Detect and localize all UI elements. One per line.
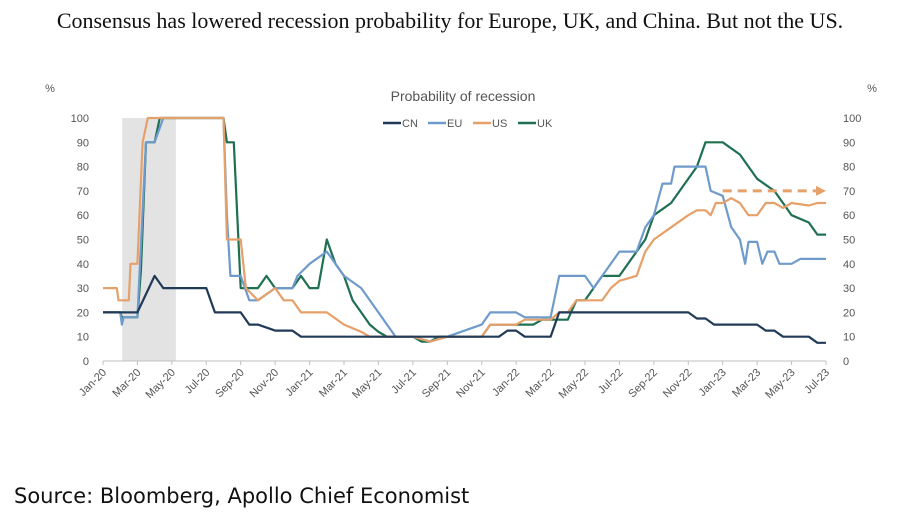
chart-title: Probability of recession [391, 88, 536, 104]
x-tick-label: Mar-21 [317, 367, 350, 400]
x-tick-label: Nov-20 [248, 367, 282, 401]
legend-label-us: US [492, 118, 507, 130]
series-line-cn [103, 274, 826, 344]
x-tick-label: Sep-20 [213, 367, 247, 401]
y-tick-label-right: 30 [843, 283, 855, 295]
legend-label-uk: UK [537, 118, 553, 130]
x-tick-label: Jul-20 [183, 367, 213, 397]
y-tick-label-left: 50 [77, 235, 89, 247]
x-tick-label: Jul-21 [389, 367, 419, 397]
x-tick-label: Jul-23 [802, 367, 832, 397]
x-tick-label: May-22 [557, 367, 591, 401]
x-tick-label: Sep-21 [420, 367, 454, 401]
x-tick-label: Jan-23 [697, 367, 729, 399]
y-tick-label-left: 0 [83, 356, 89, 368]
x-tick-label: Mar-23 [730, 367, 763, 400]
y-tick-label-right: 70 [843, 186, 855, 198]
series-line-us [103, 116, 826, 343]
series-line-uk [103, 116, 826, 343]
x-tick-label: May-23 [763, 367, 797, 401]
x-tick-label: Nov-22 [661, 367, 695, 401]
y-tick-label-left: 40 [77, 259, 89, 271]
y-tick-label-left: 10 [77, 332, 89, 344]
y-tick-label-left: 90 [77, 137, 89, 149]
y-tick-label-right: 90 [843, 137, 855, 149]
y-tick-label-right: 0 [843, 356, 849, 368]
legend-label-eu: EU [447, 118, 462, 130]
y-tick-label-right: 100 [843, 113, 861, 125]
x-tick-label: May-21 [350, 367, 384, 401]
y-tick-label-right: 80 [843, 162, 855, 174]
y-tick-label-left: 100 [71, 113, 89, 125]
x-tick-label: Jan-20 [77, 367, 109, 399]
y-tick-label-right: 10 [843, 332, 855, 344]
y-tick-label-right: 40 [843, 259, 855, 271]
us-projection-arrow-head [816, 185, 826, 196]
x-tick-label: Jul-22 [596, 367, 626, 397]
x-tick-label: Nov-21 [454, 367, 488, 401]
headline: Consensus has lowered recession probabil… [56, 8, 844, 33]
y-tick-label-right: 20 [843, 307, 855, 319]
y-axis-label-left: % [45, 83, 55, 95]
y-tick-label-left: 30 [77, 283, 89, 295]
x-tick-label: Mar-20 [110, 367, 143, 400]
y-tick-label-right: 60 [843, 210, 855, 222]
recession-shading [122, 118, 176, 361]
source-note: Source: Bloomberg, Apollo Chief Economis… [14, 484, 470, 508]
y-tick-label-left: 80 [77, 162, 89, 174]
y-tick-label-left: 60 [77, 210, 89, 222]
x-tick-label: Sep-22 [626, 367, 660, 401]
series-line-eu [103, 116, 826, 343]
x-tick-label: Jan-21 [283, 367, 315, 399]
x-tick-label: Jan-22 [490, 367, 522, 399]
y-tick-label-right: 50 [843, 235, 855, 247]
y-tick-label-left: 20 [77, 307, 89, 319]
y-axis-label-right: % [867, 83, 877, 95]
x-tick-label: Mar-22 [524, 367, 557, 400]
legend-label-cn: CN [402, 118, 418, 130]
y-tick-label-left: 70 [77, 186, 89, 198]
x-tick-label: May-20 [144, 367, 178, 401]
